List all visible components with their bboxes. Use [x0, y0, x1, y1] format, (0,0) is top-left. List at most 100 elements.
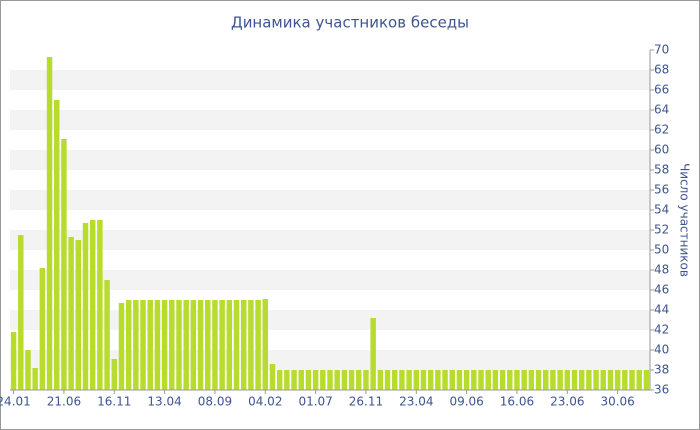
bar — [542, 370, 549, 390]
bar — [456, 370, 463, 390]
bar — [327, 370, 333, 390]
bar — [356, 370, 362, 390]
bar — [262, 299, 269, 390]
y-tick-label: 36 — [654, 383, 669, 397]
bar — [622, 370, 628, 390]
bar — [564, 370, 571, 390]
bar — [68, 237, 74, 390]
bar — [384, 370, 391, 390]
y-axis-label: Число участников — [678, 163, 692, 277]
bar — [276, 370, 283, 390]
bar — [305, 370, 312, 390]
bar — [176, 300, 182, 390]
bar — [528, 370, 535, 390]
bar — [205, 300, 211, 390]
bar — [10, 332, 17, 390]
bar — [435, 370, 441, 390]
bar — [18, 235, 24, 390]
bar — [442, 370, 448, 390]
bar — [586, 370, 592, 390]
bar — [449, 370, 455, 390]
bar — [420, 370, 427, 390]
bar — [255, 300, 261, 390]
y-tick-label: 44 — [654, 303, 669, 317]
bar — [75, 240, 82, 390]
bar — [492, 370, 499, 390]
bar — [32, 368, 38, 390]
grid-band — [10, 150, 650, 170]
y-tick-label: 46 — [654, 283, 669, 297]
bar — [269, 364, 276, 390]
bar — [219, 300, 225, 390]
bar — [629, 370, 635, 390]
y-tick-label: 56 — [654, 183, 669, 197]
bar — [391, 370, 398, 390]
bar — [550, 370, 556, 390]
bar — [535, 370, 542, 390]
bar — [485, 370, 491, 390]
bar — [636, 370, 642, 390]
bar — [82, 223, 89, 390]
x-tick-label: 30.06 — [600, 395, 634, 409]
grid-band — [10, 190, 650, 210]
bar — [571, 370, 578, 390]
bar — [507, 370, 513, 390]
bar — [284, 370, 290, 390]
x-tick-label: 16.11 — [97, 395, 131, 409]
bar — [169, 300, 175, 390]
y-tick-label: 52 — [654, 223, 669, 237]
y-tick-label: 62 — [654, 123, 669, 137]
x-tick-label: 21.06 — [47, 395, 81, 409]
bar — [233, 300, 240, 390]
bar — [413, 370, 420, 390]
bar — [248, 300, 254, 390]
bar — [104, 280, 110, 390]
bar — [25, 350, 31, 390]
bar — [557, 370, 563, 390]
bar — [46, 57, 53, 390]
bar — [463, 370, 470, 390]
bar — [427, 370, 434, 390]
bar — [521, 370, 527, 390]
bar — [363, 370, 369, 390]
bar — [39, 268, 46, 390]
bar — [600, 370, 606, 390]
x-tick-label: 13.04 — [147, 395, 181, 409]
y-tick-label: 66 — [654, 83, 669, 97]
y-tick-label: 42 — [654, 323, 669, 337]
y-tick-label: 64 — [654, 103, 669, 117]
bar — [61, 139, 67, 390]
y-tick-label: 60 — [654, 143, 669, 157]
bar — [125, 300, 132, 390]
y-tick-label: 68 — [654, 63, 669, 77]
grid-band — [10, 110, 650, 130]
bar — [348, 370, 355, 390]
bar — [607, 370, 614, 390]
bar — [298, 370, 304, 390]
bar — [97, 220, 103, 390]
x-tick-label: 04.02 — [248, 395, 282, 409]
bar — [643, 370, 650, 390]
grid-band — [10, 230, 650, 250]
bar — [370, 318, 376, 390]
bar — [291, 370, 297, 390]
bar — [161, 300, 168, 390]
x-tick-label: 01.07 — [298, 395, 332, 409]
y-tick-label: 50 — [654, 243, 669, 257]
bar — [514, 370, 520, 390]
bar — [226, 300, 233, 390]
bar — [334, 370, 340, 390]
bar — [312, 370, 319, 390]
bar — [578, 370, 585, 390]
bar — [499, 370, 506, 390]
bar — [212, 300, 218, 390]
bar — [133, 300, 139, 390]
bar — [190, 300, 197, 390]
x-tick-label: 09.06 — [449, 395, 483, 409]
y-tick-label: 58 — [654, 163, 669, 177]
y-tick-label: 70 — [654, 43, 669, 57]
bar — [320, 370, 326, 390]
y-tick-label: 38 — [654, 363, 669, 377]
bar — [111, 359, 118, 390]
bar — [147, 300, 153, 390]
